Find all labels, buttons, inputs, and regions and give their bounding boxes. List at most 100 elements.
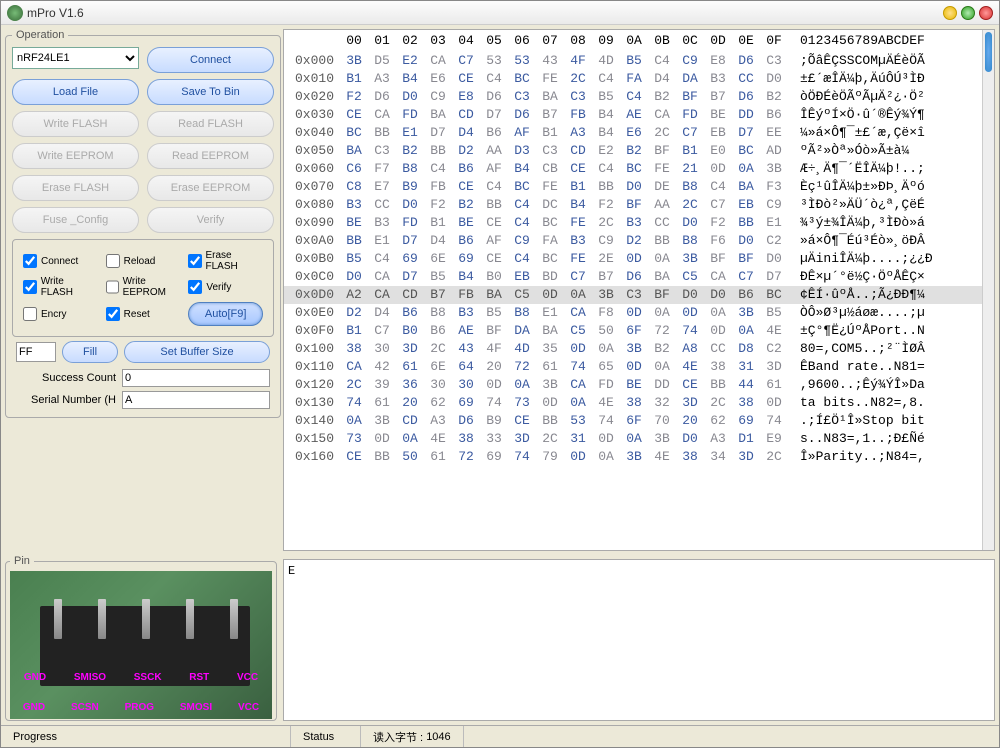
hex-byte[interactable]: CE [564, 160, 592, 178]
hex-byte[interactable]: 2C [760, 448, 788, 466]
hex-byte[interactable]: 0A [732, 322, 760, 340]
hex-byte[interactable]: 61 [536, 358, 564, 376]
hex-byte[interactable]: B3 [704, 70, 732, 88]
hex-byte[interactable]: 2C [536, 430, 564, 448]
hex-byte[interactable]: BA [732, 178, 760, 196]
hex-byte[interactable]: D0 [704, 286, 732, 304]
hex-byte[interactable]: CA [648, 106, 676, 124]
hex-byte[interactable]: B2 [760, 88, 788, 106]
hex-byte[interactable]: C6 [340, 160, 368, 178]
hex-byte[interactable]: BE [452, 214, 480, 232]
hex-byte[interactable]: CE [480, 214, 508, 232]
hex-byte[interactable]: B7 [704, 88, 732, 106]
hex-byte[interactable]: 3D [732, 448, 760, 466]
hex-byte[interactable]: B1 [340, 70, 368, 88]
hex-byte[interactable]: FD [592, 376, 620, 394]
hex-byte[interactable]: BA [536, 322, 564, 340]
hex-byte[interactable]: 62 [424, 394, 452, 412]
hex-byte[interactable]: D4 [452, 124, 480, 142]
hex-byte[interactable]: 3B [620, 448, 648, 466]
hex-byte[interactable]: CD [396, 412, 424, 430]
hex-byte[interactable]: 73 [508, 394, 536, 412]
hex-byte[interactable]: BC [536, 214, 564, 232]
hex-byte[interactable]: 36 [396, 376, 424, 394]
close-icon[interactable] [979, 6, 993, 20]
hex-byte[interactable]: B6 [424, 322, 452, 340]
hex-byte[interactable]: FE [648, 160, 676, 178]
hex-byte[interactable]: C3 [536, 142, 564, 160]
hex-row[interactable]: 0x040BCBBE1D7D4B6AFB1A3B4E62CC7EBD7EE¼»á… [284, 124, 982, 142]
hex-byte[interactable]: D4 [368, 304, 396, 322]
hex-byte[interactable]: CA [424, 52, 452, 70]
hex-byte[interactable]: 72 [648, 322, 676, 340]
hex-byte[interactable]: 0A [396, 430, 424, 448]
hex-byte[interactable]: 0D [564, 448, 592, 466]
hex-byte[interactable]: FB [452, 286, 480, 304]
hex-byte[interactable]: EB [732, 196, 760, 214]
hex-byte[interactable]: C5 [564, 322, 592, 340]
hex-byte[interactable]: AF [480, 232, 508, 250]
hex-byte[interactable]: D8 [732, 340, 760, 358]
hex-byte[interactable]: 2C [564, 70, 592, 88]
hex-byte[interactable]: 69 [480, 448, 508, 466]
hex-byte[interactable]: 53 [564, 412, 592, 430]
hex-byte[interactable]: D0 [620, 178, 648, 196]
hex-row[interactable]: 0x1202C393630300D0A3BCAFDBEDDCEBB4461,96… [284, 376, 982, 394]
hex-byte[interactable]: B1 [340, 322, 368, 340]
hex-byte[interactable]: FD [676, 106, 704, 124]
hex-byte[interactable]: 35 [536, 340, 564, 358]
hex-byte[interactable]: 0A [732, 160, 760, 178]
hex-byte[interactable]: C3 [620, 286, 648, 304]
hex-row[interactable]: 0x0B0B5C4696E69CEC4BCFE2E0D0A3BBFBFD0µÄi… [284, 250, 982, 268]
hex-byte[interactable]: C7 [564, 268, 592, 286]
hex-byte[interactable]: BB [704, 376, 732, 394]
hex-byte[interactable]: 0D [536, 286, 564, 304]
hex-byte[interactable]: 31 [732, 358, 760, 376]
hex-byte[interactable]: 0D [620, 250, 648, 268]
hex-byte[interactable]: CD [396, 286, 424, 304]
hex-byte[interactable]: 50 [592, 322, 620, 340]
hex-byte[interactable]: F7 [368, 160, 396, 178]
hex-byte[interactable]: D0 [760, 70, 788, 88]
hex-byte[interactable]: CA [564, 376, 592, 394]
hex-byte[interactable]: 38 [620, 394, 648, 412]
hex-byte[interactable]: D7 [424, 124, 452, 142]
hex-byte[interactable]: 3B [340, 52, 368, 70]
hex-byte[interactable]: FD [396, 214, 424, 232]
hex-byte[interactable]: 4E [424, 430, 452, 448]
hex-byte[interactable]: BB [648, 232, 676, 250]
hex-byte[interactable]: C4 [480, 178, 508, 196]
hex-byte[interactable]: 30 [368, 340, 396, 358]
hex-byte[interactable]: 0A [508, 376, 536, 394]
hex-byte[interactable]: E1 [368, 232, 396, 250]
hex-byte[interactable]: A2 [340, 286, 368, 304]
hex-byte[interactable]: D2 [452, 142, 480, 160]
hex-byte[interactable]: 74 [760, 412, 788, 430]
hex-byte[interactable]: C4 [424, 160, 452, 178]
hex-byte[interactable]: 0D [368, 430, 396, 448]
hex-byte[interactable]: D6 [732, 52, 760, 70]
hex-byte[interactable]: 31 [564, 430, 592, 448]
hex-byte[interactable]: 0A [620, 430, 648, 448]
hex-byte[interactable]: 2C [704, 394, 732, 412]
hex-byte[interactable]: 4D [592, 52, 620, 70]
hex-byte[interactable]: 0D [592, 430, 620, 448]
verify-button[interactable]: Verify [147, 207, 274, 233]
hex-byte[interactable]: FE [564, 214, 592, 232]
hex-byte[interactable]: 61 [368, 394, 396, 412]
hex-byte[interactable]: DA [676, 70, 704, 88]
hex-byte[interactable]: C3 [760, 52, 788, 70]
hex-byte[interactable]: C5 [508, 286, 536, 304]
hex-byte[interactable]: B8 [676, 232, 704, 250]
reload-checkbox[interactable]: Reload [106, 250, 181, 272]
hex-byte[interactable]: CA [368, 286, 396, 304]
hex-byte[interactable]: BA [536, 88, 564, 106]
erase-flash-checkbox[interactable]: Erase FLASH [188, 250, 263, 272]
hex-byte[interactable]: AE [620, 106, 648, 124]
hex-row[interactable]: 0x160CEBB5061726974790D0A3B4E38343D2CÎ»P… [284, 448, 982, 466]
hex-byte[interactable]: FA [536, 232, 564, 250]
hex-byte[interactable]: FE [536, 70, 564, 88]
hex-byte[interactable]: AD [760, 142, 788, 160]
hex-byte[interactable]: 0D [704, 322, 732, 340]
hex-row[interactable]: 0x010B1A3B4E6CEC4BCFE2CC4FAD4DAB3CCD0±£´… [284, 70, 982, 88]
